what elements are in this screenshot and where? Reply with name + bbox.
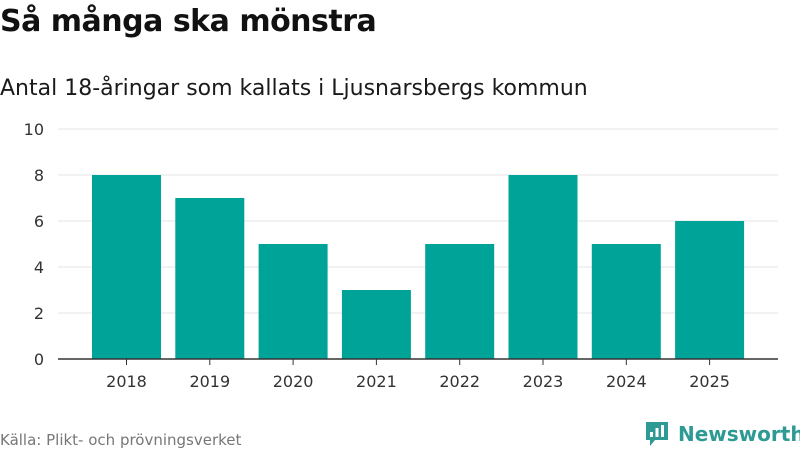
bar-2020 bbox=[258, 244, 328, 359]
y-tick-label: 4 bbox=[34, 258, 44, 277]
brand-logo: Newsworthy bbox=[644, 420, 800, 448]
brand-name: Newsworthy bbox=[678, 422, 800, 446]
bar-2019 bbox=[175, 198, 245, 359]
x-tick-label: 2025 bbox=[689, 372, 730, 391]
x-tick-label: 2022 bbox=[439, 372, 480, 391]
x-tick-label: 2019 bbox=[189, 372, 230, 391]
y-tick-label: 10 bbox=[24, 120, 44, 139]
bar-2018 bbox=[92, 175, 161, 359]
bar-2025 bbox=[675, 221, 745, 359]
x-tick-label: 2020 bbox=[273, 372, 314, 391]
y-tick-label: 2 bbox=[34, 304, 44, 323]
x-tick-label: 2024 bbox=[606, 372, 647, 391]
y-tick-label: 6 bbox=[34, 212, 44, 231]
x-tick-label: 2023 bbox=[523, 372, 564, 391]
bar-chart-bubble-icon bbox=[646, 422, 668, 446]
chart-title: Så många ska mönstra bbox=[0, 4, 377, 39]
bar-2023 bbox=[508, 175, 578, 359]
bar-2022 bbox=[425, 244, 495, 359]
source-note: Källa: Plikt- och prövningsverket bbox=[0, 431, 242, 449]
bar-2024 bbox=[591, 244, 661, 359]
y-tick-label: 0 bbox=[34, 350, 44, 369]
chart-subtitle: Antal 18-åringar som kallats i Ljusnarsb… bbox=[0, 76, 588, 101]
x-tick-label: 2018 bbox=[106, 372, 147, 391]
y-tick-label: 8 bbox=[34, 166, 44, 185]
bar-2021 bbox=[341, 290, 411, 359]
x-tick-label: 2021 bbox=[356, 372, 397, 391]
